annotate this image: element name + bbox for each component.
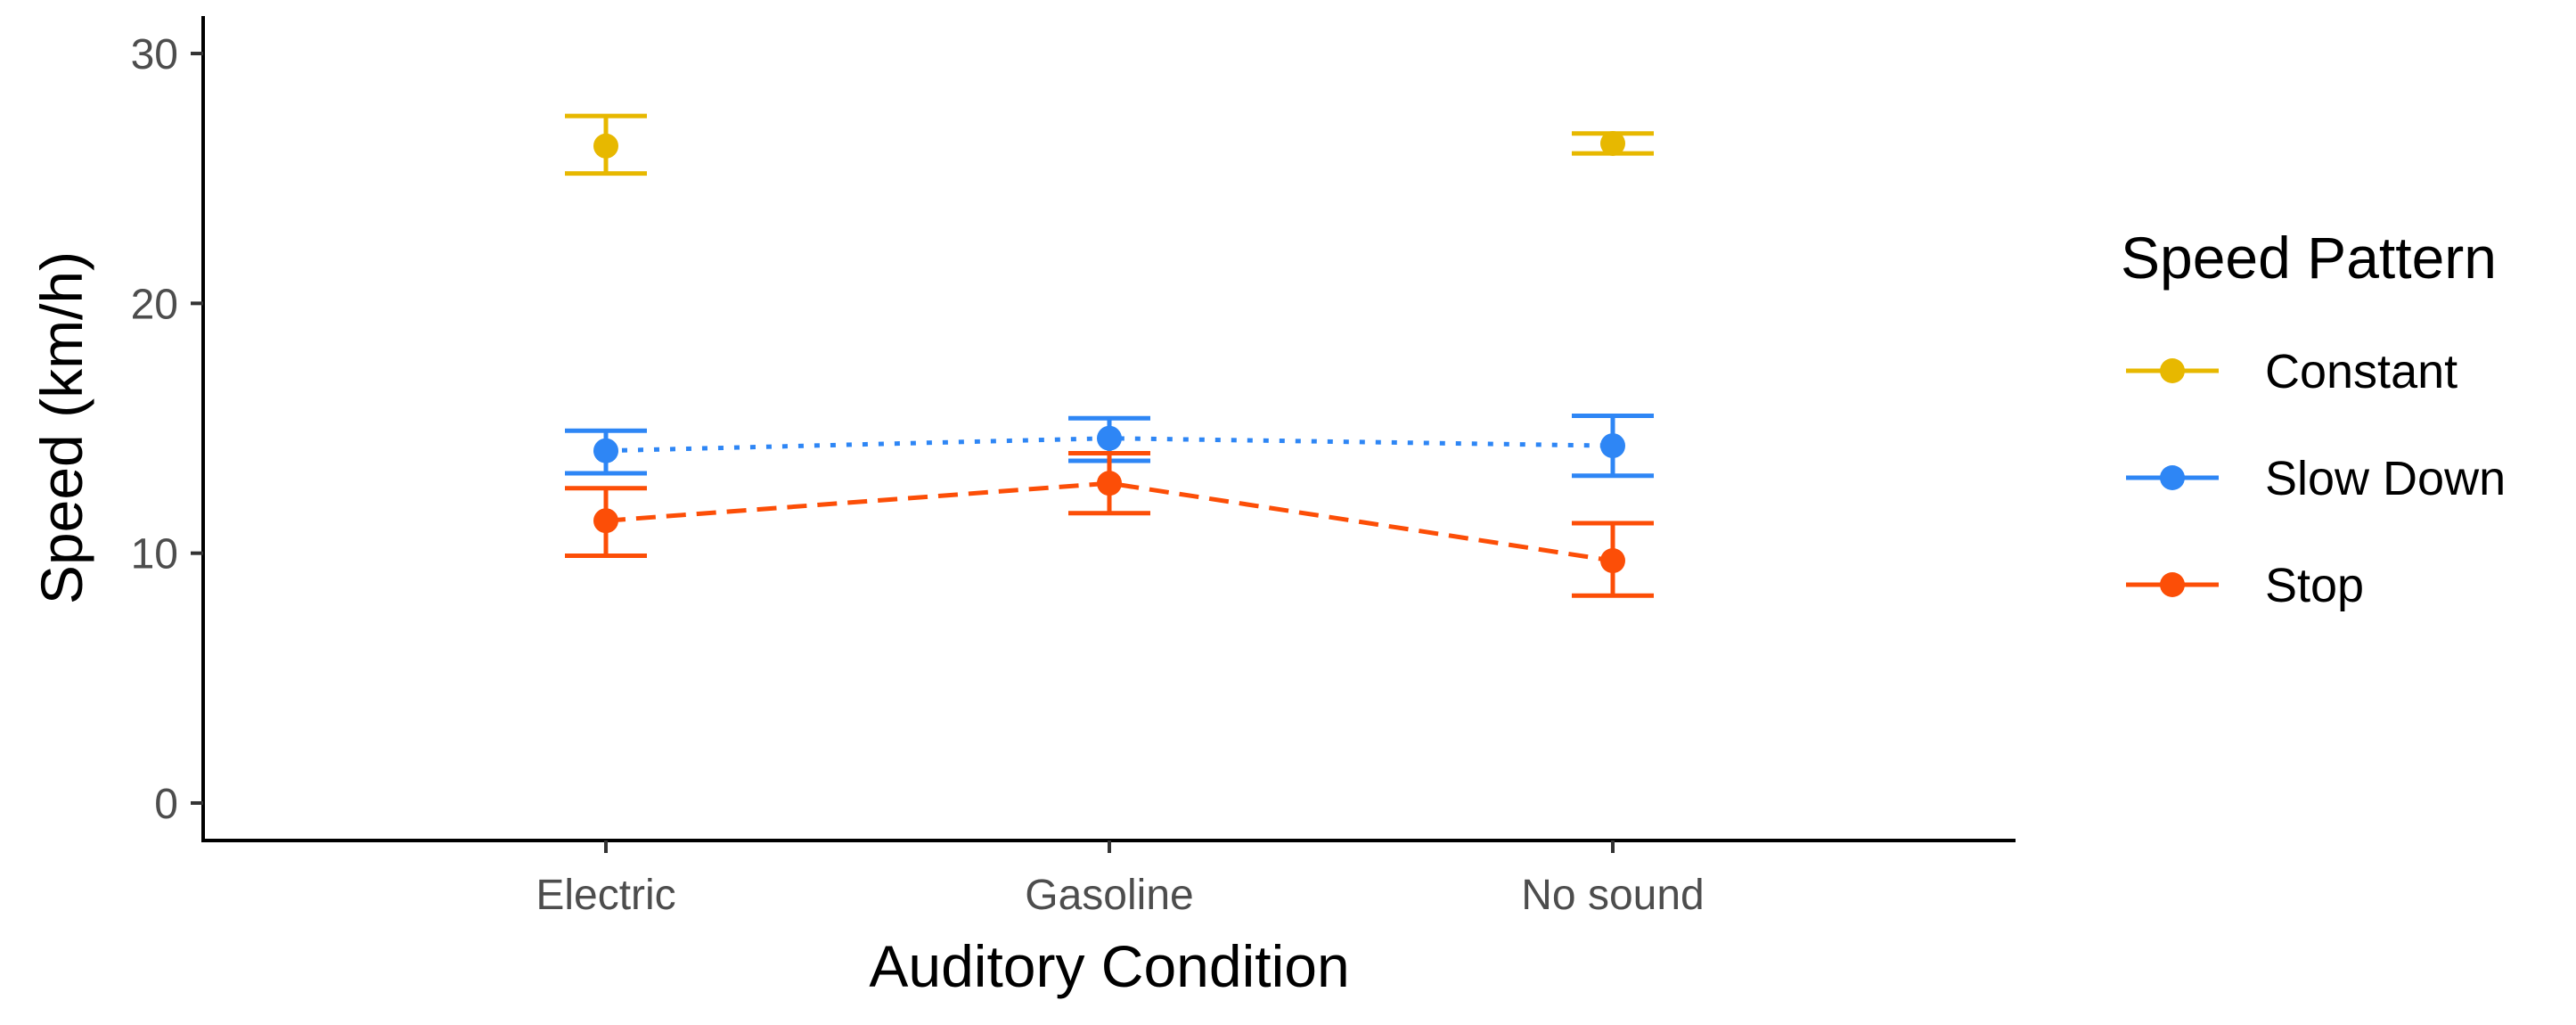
data-point-slow-down [1600,433,1625,459]
legend-item-constant: Constant [2126,345,2457,398]
data-point-stop [593,508,618,534]
legend-label: Slow Down [2265,452,2506,505]
y-ticks: 0 10 20 30 [131,31,203,828]
data-point-slow-down [593,438,618,463]
plot-area [565,113,1654,598]
legend-item-slow-down: Slow Down [2126,452,2506,505]
y-axis-title: Speed (km/h) [29,251,94,604]
data-point-slow-down [1097,425,1122,451]
x-tick-label: Gasoline [1025,872,1193,919]
y-tick-label: 10 [131,531,178,578]
series-line-slow-down [605,436,1614,454]
legend-label: Constant [2265,345,2457,398]
x-ticks: Electric Gasoline No sound [536,840,1705,919]
x-tick-label: No sound [1521,872,1704,919]
data-point-constant [593,133,618,159]
legend-item-stop: Stop [2126,559,2364,612]
legend: Speed Pattern Constant Slow Down Stop [2121,225,2506,612]
legend-label: Stop [2265,559,2364,612]
legend-key-point [2160,572,2185,597]
series-line-stop [605,480,1614,563]
data-point-stop [1600,548,1625,574]
y-tick-label: 20 [131,281,178,328]
data-point-stop [1097,471,1122,496]
data-point-constant [1600,130,1625,156]
legend-title: Speed Pattern [2121,225,2497,291]
y-tick-label: 0 [154,781,178,828]
legend-items: Constant Slow Down Stop [2126,345,2506,612]
y-tick-label: 30 [131,31,178,78]
legend-key-point [2160,358,2185,383]
legend-key-point [2160,465,2185,490]
x-tick-label: Electric [536,872,675,919]
x-axis-title: Auditory Condition [869,933,1349,999]
